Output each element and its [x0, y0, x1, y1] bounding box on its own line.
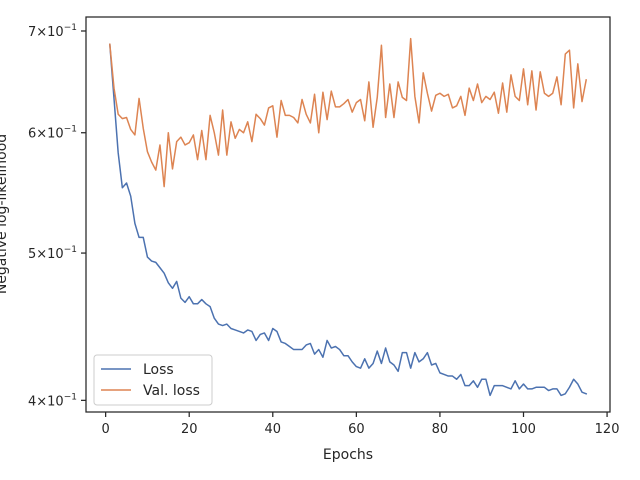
- legend-label-val-loss: Val. loss: [143, 383, 200, 399]
- x-tick-label: 120: [595, 422, 620, 437]
- plot-area: [86, 17, 610, 412]
- x-tick-label: 0: [101, 422, 109, 437]
- legend: Loss Val. loss: [93, 354, 213, 406]
- x-tick-label: 40: [265, 422, 282, 437]
- y-axis-ticks: 4×10−1 5×10−1 6×10−1 7×10−1: [28, 23, 86, 409]
- y-tick-label: 7×10−1: [28, 23, 77, 40]
- x-tick-label: 60: [348, 422, 365, 437]
- x-tick-label: 80: [432, 422, 449, 437]
- series-layer: [109, 37, 588, 397]
- y-tick-label: 4×10−1: [28, 392, 77, 409]
- series-line-loss: [109, 43, 588, 397]
- x-tick-label: 20: [181, 422, 198, 437]
- axes-frame: [85, 16, 611, 413]
- x-tick-label: 100: [511, 422, 536, 437]
- x-axis-ticks: 0 20 40 60 80 100 120: [101, 412, 619, 437]
- y-axis-label: Negative log-likelihood: [0, 134, 10, 294]
- y-tick-label: 6×10−1: [28, 125, 77, 142]
- series-line-val-loss: [109, 37, 588, 188]
- y-tick-label: 5×10−1: [28, 245, 77, 262]
- x-axis-label: Epochs: [323, 447, 373, 463]
- legend-label-loss: Loss: [143, 362, 174, 378]
- legend-box: [93, 354, 213, 406]
